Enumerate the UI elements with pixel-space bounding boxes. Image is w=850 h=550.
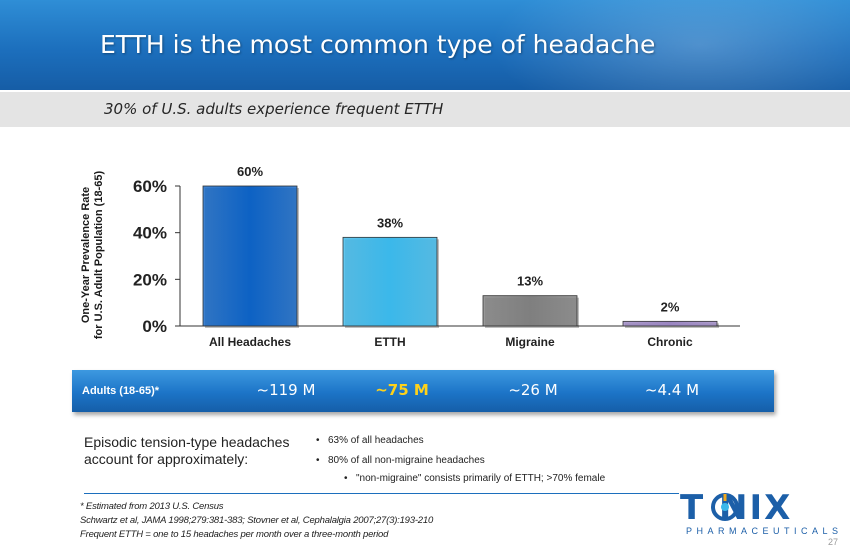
bar-chronic [622, 320, 718, 327]
footnotes: * Estimated from 2013 U.S. Census Schwar… [80, 500, 433, 542]
population-value-chronic: ~4.4 M [644, 381, 700, 399]
x-tick-label: Migraine [505, 335, 555, 349]
episodic-text-line-1: Episodic tension-type headaches [84, 434, 290, 450]
slide-subtitle: 30% of U.S. adults experience frequent E… [104, 100, 444, 118]
bar-value-label: 13% [517, 274, 543, 289]
y-tick-label: 60% [133, 177, 167, 196]
logo-subtitle: PHARMACEUTICALS [686, 526, 843, 536]
bar-chart: 0% 20% 40% 60% 60% All Headaches 38% ETTH 13% Mig… [133, 164, 740, 349]
x-tick-label: All Headaches [209, 335, 291, 349]
bullet-item: • 63% of all headaches [316, 435, 424, 446]
page-number: 27 [828, 537, 839, 547]
bullet-item: • 80% of all non-migraine headaches [316, 455, 485, 466]
y-tick-label: 40% [133, 224, 167, 243]
episodic-text-line-2: account for approximately: [84, 451, 249, 467]
sub-bullet-item: • "non-migraine" consists primarily of ET… [344, 473, 605, 484]
header-bar: ETTH is the most common type of headache [0, 0, 850, 90]
x-tick-label: Chronic [647, 335, 693, 349]
y-tick-label: 20% [133, 270, 167, 289]
bullet-text: 63% of all headaches [328, 435, 424, 446]
population-band: Adults (18-65)* ~119 M ~75 M ~26 M ~4.4 … [72, 370, 774, 412]
bullet-dot-icon: • [316, 455, 320, 466]
footnote-line: Schwartz et al, JAMA 1998;279:381-383; S… [80, 515, 434, 526]
slide-title: ETTH is the most common type of headache [100, 30, 656, 59]
bar-etth [342, 236, 438, 327]
subtitle-band: 30% of U.S. adults experience frequent E… [0, 92, 850, 127]
bar-value-label: 60% [237, 164, 263, 179]
y-tick-label: 0% [142, 317, 167, 336]
bullet-dot-icon: • [344, 473, 348, 484]
population-value-all: ~119 M [256, 381, 316, 399]
population-value-migraine: ~26 M [508, 381, 558, 399]
tonix-o-icon [711, 493, 739, 521]
footnote-divider [84, 493, 679, 494]
bullet-dot-icon: • [316, 435, 320, 446]
bar-all-headaches [202, 185, 298, 327]
header-sheen [490, 0, 850, 90]
bar-value-label: 2% [661, 299, 680, 314]
footnote-line: * Estimated from 2013 U.S. Census [80, 501, 224, 512]
footnote-line: Frequent ETTH = one to 15 headaches per … [80, 529, 389, 540]
tonix-logo: T NIX PHARMACEUTICALS [680, 488, 838, 538]
population-value-etth: ~75 M [375, 381, 429, 399]
population-band-label: Adults (18-65)* [82, 385, 160, 397]
bar-migraine [482, 295, 578, 327]
sub-bullet-text: "non-migraine" consists primarily of ETT… [356, 473, 606, 484]
bar-value-label: 38% [377, 215, 403, 230]
bullet-text: 80% of all non-migraine headaches [328, 455, 485, 466]
episodic-text: Episodic tension-type headaches account … [84, 434, 289, 468]
x-tick-label: ETTH [374, 335, 405, 349]
